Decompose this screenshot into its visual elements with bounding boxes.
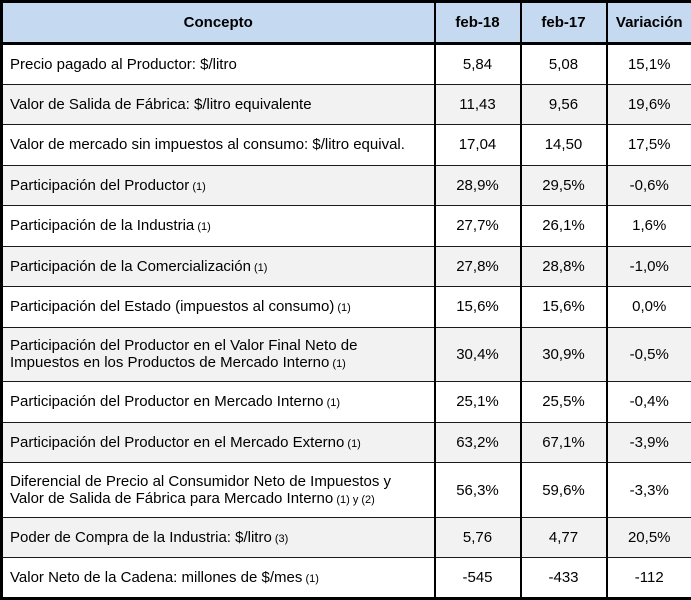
- table-body: Precio pagado al Productor: $/litro 5,84…: [1, 43, 691, 599]
- variacion-cell: 19,6%: [605, 83, 691, 125]
- concept-label: Valor de mercado sin impuestos al consum…: [10, 136, 405, 154]
- table-row: Participación del Estado (impuestos al c…: [1, 286, 691, 328]
- footnote-marker: (1): [192, 180, 206, 193]
- footnote-marker: (1): [347, 437, 361, 450]
- feb17-cell: 28,8%: [519, 245, 607, 287]
- table-header: Concepto feb-18 feb-17 Variación: [0, 0, 691, 45]
- column-header-concepto: Concepto: [0, 0, 436, 45]
- concept-cell: Diferencial de Precio al Consumidor Neto…: [1, 462, 435, 518]
- concept-label: Participación de la Industria: [10, 217, 195, 235]
- feb18-cell: 5,84: [433, 43, 521, 85]
- variacion-cell: -1,0%: [605, 245, 691, 287]
- footnote-marker: (1): [305, 573, 319, 586]
- variacion-cell: 1,6%: [605, 205, 691, 247]
- feb18-cell: 56,3%: [433, 462, 521, 518]
- concept-label: Participación del Productor en el Valor …: [10, 337, 358, 372]
- concept-cell: Participación de la Industria (1): [1, 205, 435, 247]
- feb18-cell: 17,04: [433, 124, 521, 166]
- feb17-cell: 59,6%: [519, 462, 607, 518]
- table-row: Valor de Salida de Fábrica: $/litro equi…: [1, 83, 691, 125]
- concept-cell: Poder de Compra de la Industria: $/litro…: [1, 516, 435, 559]
- concept-cell: Valor de mercado sin impuestos al consum…: [1, 124, 435, 166]
- concept-cell: Valor de Salida de Fábrica: $/litro equi…: [1, 83, 435, 125]
- variacion-cell: -0,4%: [605, 381, 691, 423]
- table-row: Participación de la Comercialización (1) …: [1, 245, 691, 287]
- concept-label: Participación del Productor en el Mercad…: [10, 433, 345, 451]
- feb18-cell: 30,4%: [433, 326, 521, 383]
- column-header-feb17: feb-17: [519, 0, 608, 45]
- table-row: Participación del Productor en Mercado I…: [1, 381, 691, 423]
- table-row: Diferencial de Precio al Consumidor Neto…: [1, 462, 691, 518]
- concept-cell: Participación del Productor en el Mercad…: [1, 421, 435, 464]
- footnote-marker: (3): [274, 533, 289, 546]
- variacion-cell: 15,1%: [605, 43, 691, 85]
- header-row: Concepto feb-18 feb-17 Variación: [0, 0, 691, 45]
- variacion-cell: -3,9%: [605, 421, 691, 464]
- column-header-variacion: Variación: [605, 0, 691, 45]
- feb17-cell: 9,56: [519, 83, 607, 125]
- concept-label: Participación del Productor en Mercado I…: [10, 393, 324, 411]
- feb18-cell: 27,8%: [433, 245, 521, 287]
- feb18-cell: 27,7%: [433, 205, 521, 247]
- feb18-cell: -545: [433, 557, 521, 599]
- feb18-cell: 15,6%: [433, 286, 521, 328]
- variacion-cell: -3,3%: [605, 462, 691, 518]
- footnote-marker: (1) y (2): [336, 494, 375, 507]
- variacion-cell: -0,6%: [605, 164, 691, 206]
- variacion-cell: 0,0%: [605, 286, 691, 328]
- concept-cell: Participación del Estado (impuestos al c…: [1, 286, 435, 328]
- feb18-cell: 11,43: [433, 83, 521, 125]
- feb17-cell: -433: [519, 557, 607, 599]
- concept-label: Valor Neto de la Cadena: millones de $/m…: [10, 569, 303, 587]
- concept-label: Poder de Compra de la Industria: $/litro: [10, 529, 272, 547]
- concept-cell: Precio pagado al Productor: $/litro: [1, 43, 435, 85]
- table-row: Participación del Productor (1) 28,9% 29,…: [1, 164, 691, 206]
- feb17-cell: 4,77: [519, 516, 607, 559]
- feb18-cell: 63,2%: [433, 421, 521, 464]
- feb17-cell: 29,5%: [519, 164, 607, 206]
- table-row: Precio pagado al Productor: $/litro 5,84…: [1, 43, 691, 85]
- table-row: Participación del Productor en el Valor …: [1, 326, 691, 383]
- variacion-cell: -0,5%: [605, 326, 691, 383]
- footnote-marker: (1): [326, 397, 341, 410]
- concept-cell: Participación de la Comercialización (1): [1, 245, 435, 287]
- concept-cell: Participación del Productor en el Valor …: [1, 326, 435, 383]
- footnote-marker: (1): [197, 221, 211, 234]
- feb18-cell: 5,76: [433, 516, 521, 559]
- variacion-cell: 17,5%: [605, 124, 691, 166]
- feb18-cell: 25,1%: [433, 381, 521, 423]
- feb17-cell: 25,5%: [519, 381, 607, 423]
- feb17-cell: 67,1%: [519, 421, 607, 464]
- table-row: Participación de la Industria (1) 27,7% 2…: [1, 205, 691, 247]
- variacion-cell: 20,5%: [605, 516, 691, 559]
- concept-label: Participación del Estado (impuestos al c…: [10, 298, 335, 316]
- feb17-cell: 26,1%: [519, 205, 607, 247]
- column-header-feb18: feb-18: [433, 0, 522, 45]
- footnote-marker: (1): [332, 358, 346, 371]
- variacion-cell: -112: [605, 557, 691, 599]
- concept-cell: Participación del Productor (1): [1, 164, 435, 206]
- feb17-cell: 14,50: [519, 124, 607, 166]
- table-row: Valor Neto de la Cadena: millones de $/m…: [1, 557, 691, 599]
- feb17-cell: 30,9%: [519, 326, 607, 383]
- concept-label: Precio pagado al Productor: $/litro: [10, 55, 237, 73]
- footnote-marker: (1): [254, 261, 268, 274]
- feb18-cell: 28,9%: [433, 164, 521, 206]
- concept-label: Valor de Salida de Fábrica: $/litro equi…: [10, 95, 312, 113]
- concept-cell: Valor Neto de la Cadena: millones de $/m…: [1, 557, 435, 599]
- feb17-cell: 5,08: [519, 43, 607, 85]
- concept-cell: Participación del Productor en Mercado I…: [1, 381, 435, 423]
- footnote-marker: (1): [337, 302, 351, 315]
- table-row: Valor de mercado sin impuestos al consum…: [1, 124, 691, 166]
- concept-label: Participación del Productor: [10, 176, 190, 194]
- table-row: Poder de Compra de la Industria: $/litro…: [1, 516, 691, 559]
- feb17-cell: 15,6%: [519, 286, 607, 328]
- concept-label: Participación de la Comercialización: [10, 257, 251, 275]
- table-row: Participación del Productor en el Mercad…: [1, 421, 691, 464]
- concept-label: Diferencial de Precio al Consumidor Neto…: [10, 473, 392, 508]
